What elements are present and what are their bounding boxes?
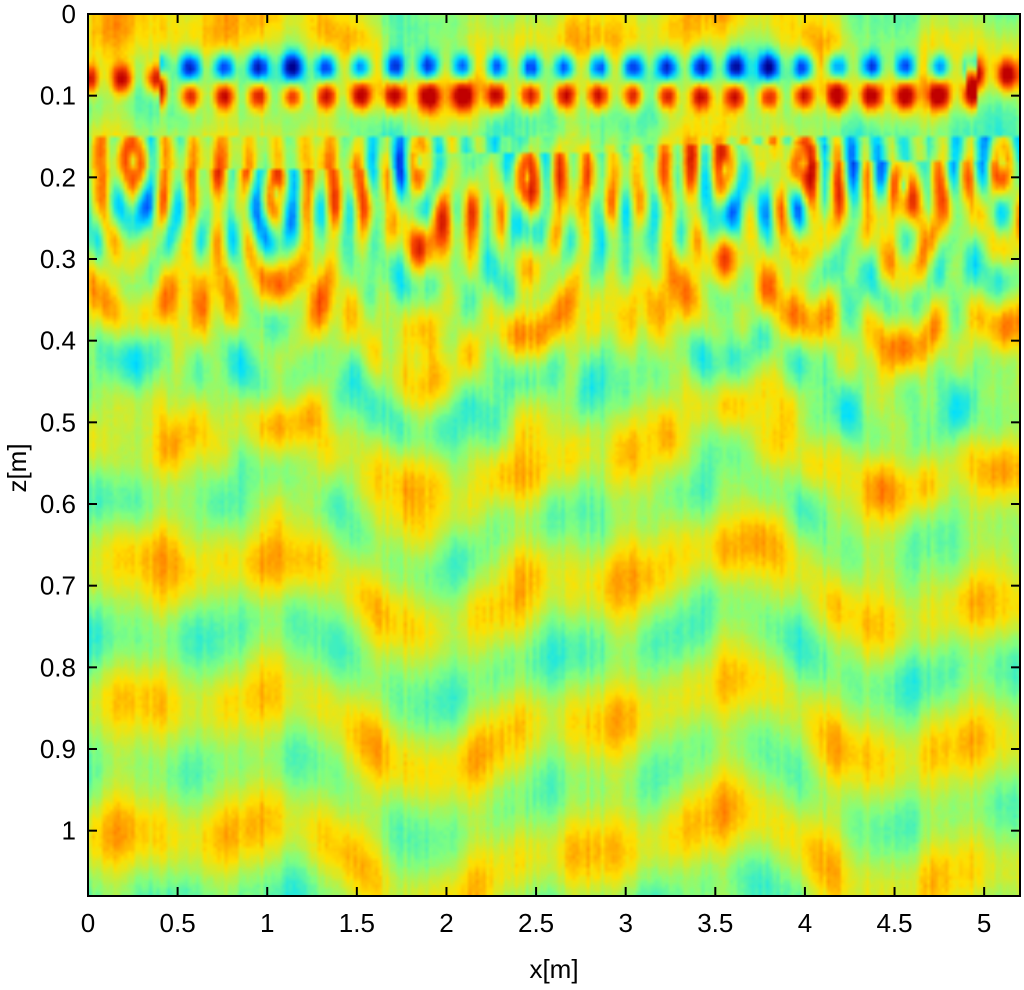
y-tick-label: 0.7 [40,571,76,601]
y-tick-label: 0.1 [40,81,76,111]
x-tick-label: 1.5 [339,908,375,938]
x-axis-label: x[m] [529,954,578,984]
x-tick-label: 5 [977,908,991,938]
y-tick-label: 0 [62,0,76,29]
x-tick-label: 0 [81,908,95,938]
x-tick-label: 1 [260,908,274,938]
y-axis-ticks: 0 0.1 0.2 0.3 0.4 0.5 0.6 0.7 0.8 0.9 1 [40,0,1020,846]
x-tick-label: 4.5 [876,908,912,938]
y-tick-label: 0.8 [40,652,76,682]
y-tick-label: 1 [62,816,76,846]
plot-frame [87,13,1021,897]
y-tick-label: 0.2 [40,162,76,192]
x-tick-label: 3.5 [697,908,733,938]
y-tick-label: 0.3 [40,244,76,274]
y-tick-label: 0.9 [40,734,76,764]
x-tick-label: 3 [618,908,632,938]
y-tick-label: 0.6 [40,489,76,519]
y-axis-label: z[m] [2,443,32,492]
heatmap-image [88,14,1020,896]
y-tick-label: 0.4 [40,326,76,356]
x-tick-label: 4 [798,908,812,938]
x-tick-label: 2.5 [518,908,554,938]
x-axis-ticks: 0 0.5 1 1.5 2 2.5 3 3.5 4 4.5 5 [81,14,991,938]
x-tick-label: 0.5 [160,908,196,938]
y-tick-label: 0.5 [40,407,76,437]
x-tick-label: 2 [439,908,453,938]
axes [87,13,1021,897]
heatmap-raster [88,14,1020,896]
